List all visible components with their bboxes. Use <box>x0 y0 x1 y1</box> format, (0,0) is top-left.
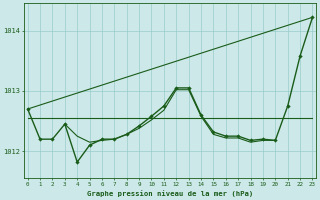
X-axis label: Graphe pression niveau de la mer (hPa): Graphe pression niveau de la mer (hPa) <box>87 190 253 197</box>
